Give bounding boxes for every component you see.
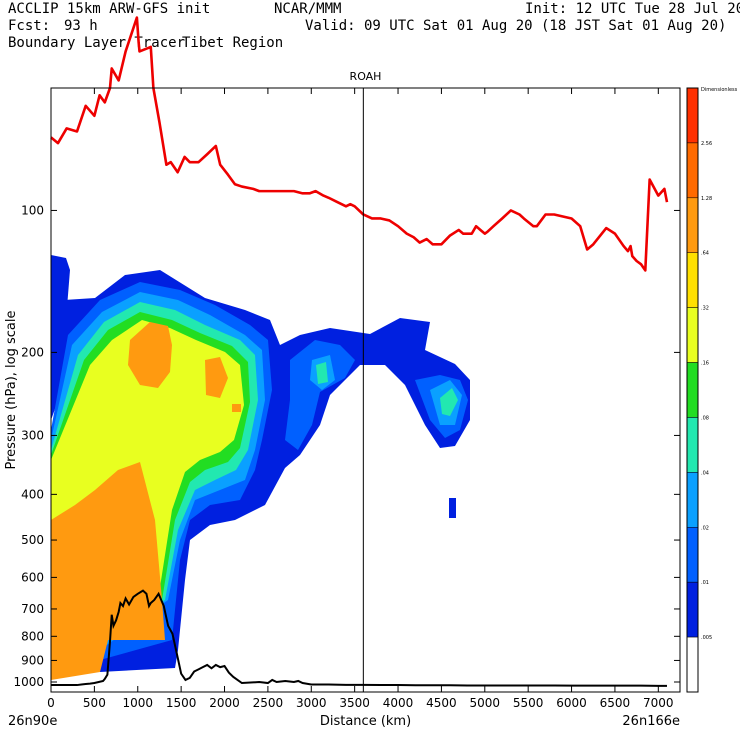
- x-tick-label: 4000: [383, 696, 414, 710]
- product-label: Boundary Layer Tracer: [8, 35, 186, 51]
- colorbar-segment: [686, 362, 699, 418]
- colorbar-label: .08: [701, 415, 709, 421]
- colorbar-segment: [686, 636, 699, 693]
- y-tick-label: 900: [21, 653, 44, 667]
- colorbar-label: 1.28: [701, 196, 712, 202]
- colorbar-segment: [686, 472, 699, 528]
- colorbar-label: .64: [701, 251, 709, 257]
- y-tick-label: 1000: [13, 675, 44, 689]
- colorbar-label: .01: [701, 580, 709, 586]
- tropopause-line: [50, 16, 669, 272]
- colorbar-label: 2.56: [701, 141, 712, 147]
- y-tick-label: 400: [21, 487, 44, 501]
- colorbar-label: .005: [701, 635, 712, 641]
- y-tick-label: 800: [21, 629, 44, 643]
- valid-time: Valid: 09 UTC Sat 01 Aug 20 (18 JST Sat …: [305, 18, 727, 34]
- colorbar-label: .02: [701, 525, 709, 531]
- x-tick-label: 4500: [426, 696, 457, 710]
- y-axis-label: Pressure (hPa), log scale: [4, 311, 19, 470]
- fcst-label: Fcst:: [8, 18, 51, 34]
- tracer-field: [51, 255, 470, 680]
- x-tick-label: 2000: [209, 696, 240, 710]
- y-tick-label: 600: [21, 570, 44, 584]
- x-tick-label: 3500: [339, 696, 370, 710]
- y-tick-label: 500: [21, 533, 44, 547]
- fcst-value: 93 h: [64, 18, 98, 34]
- colorbar-label: .16: [701, 361, 709, 367]
- colorbar-segment: [686, 307, 699, 363]
- colorbar-segment: [686, 87, 699, 144]
- colorbar-segment: [686, 142, 699, 199]
- colorbar-segment: [686, 197, 699, 253]
- x-tick-label: 7000: [643, 696, 674, 710]
- center-label: NCAR/MMM: [274, 1, 342, 17]
- terrain-line: [51, 589, 667, 687]
- x-axis-label: Distance (km): [320, 714, 411, 729]
- x-start-label: 26n90e: [8, 714, 57, 729]
- colorbar-segment: [686, 417, 699, 473]
- colorbar-label: .32: [701, 306, 709, 312]
- model-title: ACCLIP 15km ARW-GFS init: [8, 1, 211, 17]
- init-time: Init: 12 UTC Tue 28 Jul 20: [525, 1, 740, 17]
- x-tick-label: 5500: [513, 696, 544, 710]
- colorbar-segment: [686, 527, 699, 583]
- x-end-label: 26n166e: [622, 714, 680, 729]
- x-tick-label: 1500: [166, 696, 197, 710]
- y-tick-label: 300: [21, 428, 44, 442]
- x-tick-label: 6000: [556, 696, 587, 710]
- y-tick-label: 700: [21, 602, 44, 616]
- colorbar-label: Dimensionless: [701, 87, 738, 93]
- y-tick-label: 100: [21, 203, 44, 217]
- colorbar-segment: [686, 581, 699, 638]
- plot-frame: [50, 87, 681, 693]
- colorbar-segment: [686, 252, 699, 308]
- x-tick-label: 3000: [296, 696, 327, 710]
- chart-title: ROAH: [350, 70, 382, 83]
- x-tick-label: 1000: [122, 696, 153, 710]
- x-tick-label: 2500: [253, 696, 284, 710]
- region-label: Tibet Region: [182, 35, 284, 51]
- x-tick-label: 0: [47, 696, 55, 710]
- x-tick-label: 6500: [600, 696, 631, 710]
- colorbar-frame: [686, 87, 699, 693]
- x-tick-label: 500: [83, 696, 106, 710]
- colorbar-label: .04: [701, 470, 709, 476]
- y-tick-label: 200: [21, 345, 44, 359]
- x-tick-label: 5000: [470, 696, 501, 710]
